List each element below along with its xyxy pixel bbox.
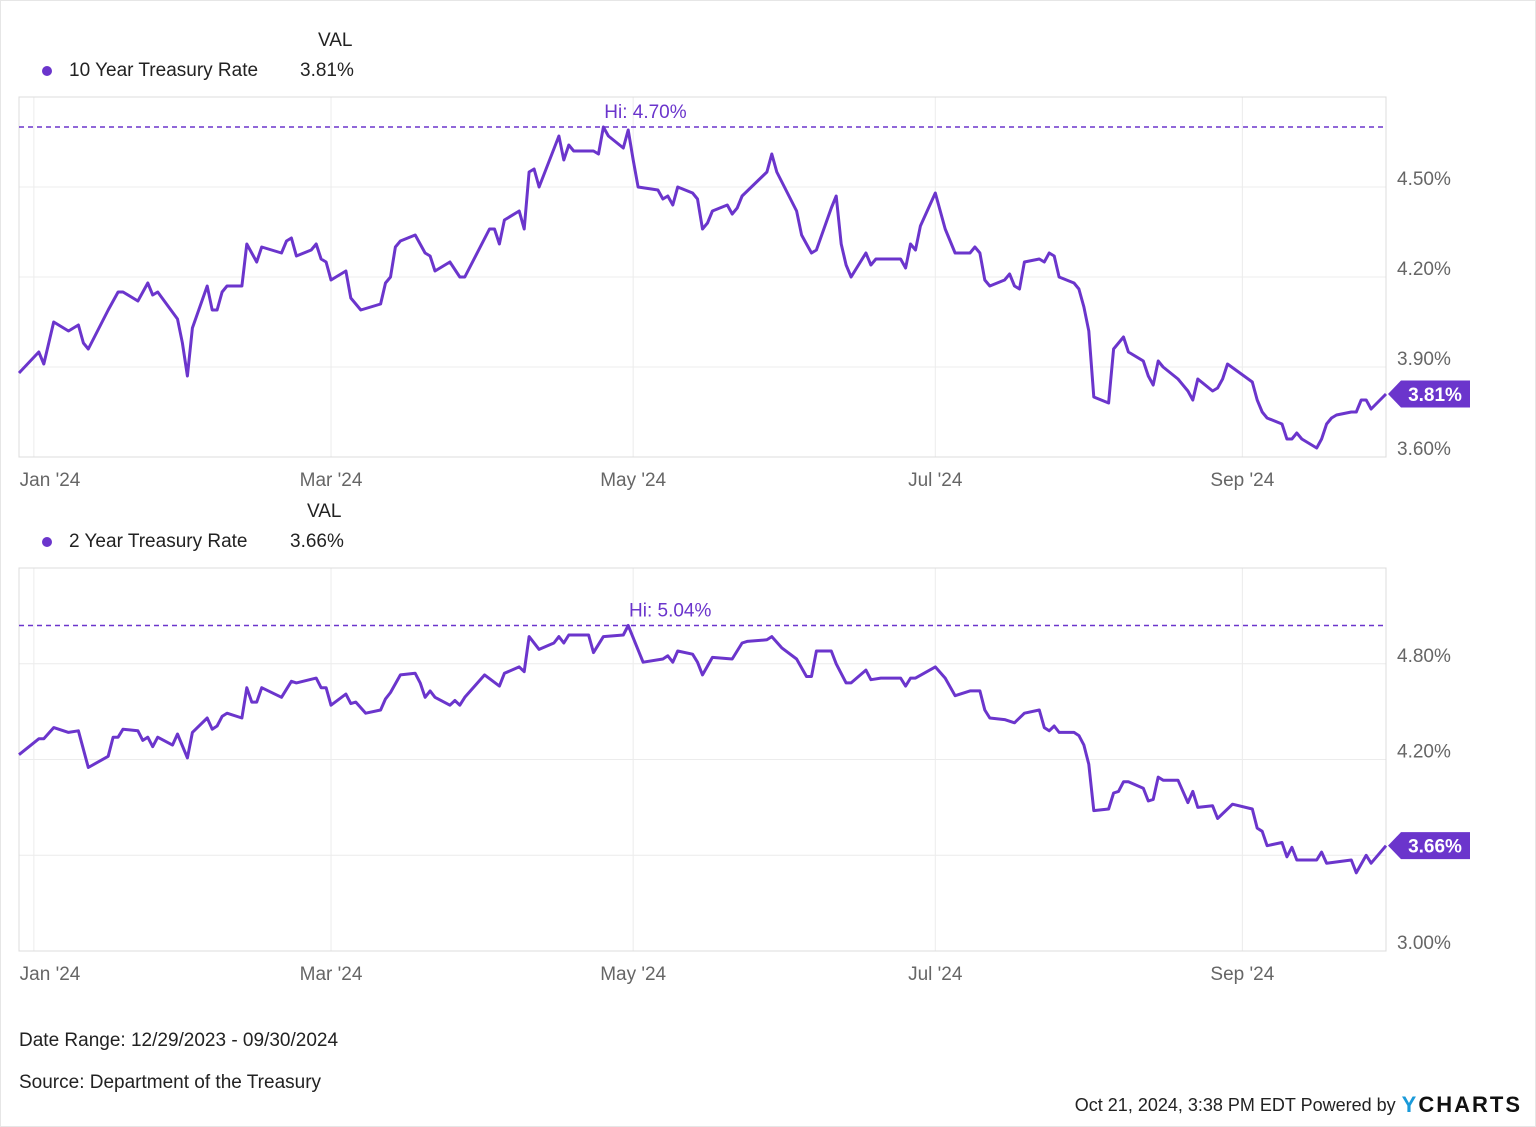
timestamp-text: Oct 21, 2024, 3:38 PM EDT Powered by <box>1074 1094 1396 1115</box>
x-tick-label: Jul '24 <box>908 964 963 985</box>
legend-item-2-year[interactable]: 2 Year Treasury Rate 3.66% <box>42 531 344 553</box>
plot-border <box>18 96 1387 458</box>
series-line <box>17 125 1388 450</box>
x-tick-label: Sep '24 <box>1210 470 1274 491</box>
y-tick-label: 4.20% <box>1397 259 1451 280</box>
y-tick-label: 4.50% <box>1397 169 1451 190</box>
y-tick-label: 3.90% <box>1397 349 1451 370</box>
x-tick-label: Sep '24 <box>1210 964 1274 985</box>
hi-label: Hi: 5.04% <box>629 600 711 621</box>
legend-series-value: 3.81% <box>300 60 354 81</box>
x-tick-label: Jan '24 <box>20 964 81 985</box>
legend-item-10-year[interactable]: 10 Year Treasury Rate 3.81% <box>42 60 354 82</box>
x-tick-label: Jul '24 <box>908 470 963 491</box>
legend-series-value: 3.66% <box>290 531 344 552</box>
last-value-label: 3.81% <box>1408 385 1462 406</box>
chart-1: 3.60% 3.90% 4.20% 4.50% Jan '24 Mar '24 May '2… <box>17 96 1470 491</box>
source-text: Source: Department of the Treasury <box>19 1072 322 1093</box>
legend-val-header: VAL <box>318 30 353 51</box>
y-tick-label: 4.80% <box>1397 646 1451 667</box>
x-tick-label: May '24 <box>600 470 666 491</box>
x-tick-label: Mar '24 <box>300 470 363 491</box>
y-tick-label: 4.20% <box>1397 742 1451 763</box>
legend-series-name: 10 Year Treasury Rate <box>69 60 259 81</box>
y-tick-label: 3.60% <box>1397 439 1451 460</box>
series-dot-icon <box>42 537 52 547</box>
logo-text: CHARTS <box>1418 1092 1522 1117</box>
x-tick-label: May '24 <box>600 964 666 985</box>
chart-2: 3.00% 4.20% 4.80% Jan '24 Mar '24 May '24 Jul … <box>18 567 1470 985</box>
logo-y: Y <box>1401 1092 1419 1117</box>
series-line <box>18 624 1388 875</box>
legend-val-header: VAL <box>307 501 342 522</box>
last-value-badge <box>1388 380 1470 408</box>
last-value-label: 3.66% <box>1408 837 1462 858</box>
date-range-text: Date Range: 12/29/2023 - 09/30/2024 <box>19 1030 339 1051</box>
x-tick-label: Mar '24 <box>300 964 363 985</box>
ycharts-logo[interactable]: YCHARTS <box>1402 1092 1522 1118</box>
plot-border <box>18 567 1387 952</box>
y-tick-label: 3.00% <box>1397 933 1451 954</box>
hi-label: Hi: 4.70% <box>604 102 686 123</box>
x-tick-label: Jan '24 <box>20 470 81 491</box>
last-value-badge <box>1388 832 1470 860</box>
series-dot-icon <box>42 66 52 76</box>
footer-attribution: Oct 21, 2024, 3:38 PM EDT Powered by YCH… <box>1075 1092 1522 1118</box>
legend-series-name: 2 Year Treasury Rate <box>69 531 248 552</box>
